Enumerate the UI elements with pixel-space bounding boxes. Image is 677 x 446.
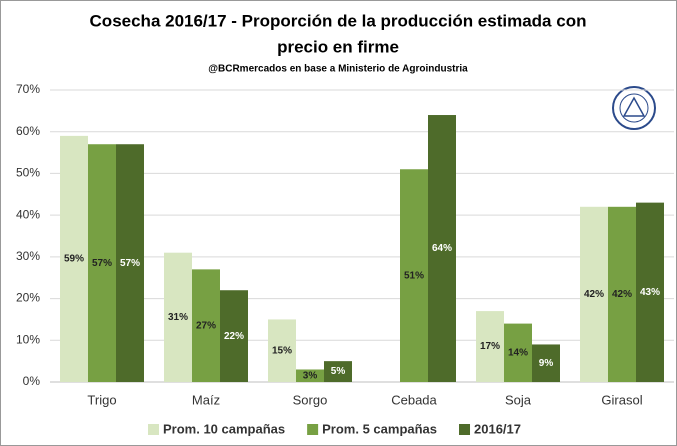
- legend-label: Prom. 10 campañas: [163, 421, 285, 436]
- legend-label: Prom. 5 campañas: [322, 421, 437, 436]
- value-label: 5%: [331, 366, 346, 377]
- y-tick-label: 30%: [16, 249, 40, 263]
- bar: [268, 319, 296, 382]
- value-label: 9%: [539, 358, 554, 369]
- bar: [192, 269, 220, 382]
- value-label: 43%: [640, 287, 660, 298]
- value-label: 31%: [168, 312, 188, 323]
- y-tick-label: 70%: [16, 82, 40, 96]
- x-tick-label: Girasol: [601, 392, 642, 407]
- y-tick-label: 10%: [16, 332, 40, 346]
- x-tick-label: Sorgo: [293, 392, 328, 407]
- value-label: 59%: [64, 254, 84, 265]
- value-label: 64%: [432, 243, 452, 254]
- y-tick-label: 50%: [16, 166, 40, 180]
- x-tick-label: Trigo: [87, 392, 116, 407]
- value-label: 42%: [584, 289, 604, 300]
- x-tick-label: Soja: [505, 392, 532, 407]
- legend-swatch: [307, 424, 319, 435]
- bar: [428, 115, 456, 383]
- value-label: 17%: [480, 341, 500, 352]
- bar: [220, 290, 248, 382]
- y-tick-label: 40%: [16, 207, 40, 221]
- chart-title: Cosecha 2016/17 - Proporción de la produ…: [90, 11, 587, 30]
- bar: [504, 323, 532, 382]
- bar: [476, 311, 504, 382]
- logo: [612, 86, 656, 130]
- bar: [636, 202, 664, 382]
- y-tick-label: 60%: [16, 124, 40, 138]
- bar: [164, 252, 192, 382]
- chart-title-line2: precio en firme: [277, 37, 399, 56]
- value-label: 22%: [224, 331, 244, 342]
- bar: [400, 169, 428, 382]
- x-tick-label: Maíz: [192, 392, 220, 407]
- value-label: 27%: [196, 320, 216, 331]
- bar: [88, 144, 116, 382]
- y-tick-label: 0%: [23, 374, 41, 388]
- value-label: 42%: [612, 289, 632, 300]
- bar: [60, 135, 88, 382]
- bar: [296, 369, 324, 382]
- chart-subtitle: @BCRmercados en base a Ministerio de Agr…: [208, 64, 468, 75]
- legend-label: 2016/17: [474, 421, 521, 436]
- value-label: 57%: [92, 258, 112, 269]
- y-tick-label: 20%: [16, 291, 40, 305]
- legend-swatch: [148, 424, 159, 435]
- bar: [116, 144, 144, 382]
- legend-swatch: [459, 424, 471, 435]
- value-label: 57%: [120, 258, 140, 269]
- value-label: 14%: [508, 347, 528, 358]
- value-label: 15%: [272, 345, 292, 356]
- bar: [324, 361, 352, 382]
- x-tick-label: Cebada: [391, 392, 437, 407]
- bar: [580, 206, 608, 382]
- bar: [532, 344, 560, 382]
- bar: [608, 206, 636, 382]
- value-label: 3%: [303, 370, 318, 381]
- value-label: 51%: [404, 270, 424, 281]
